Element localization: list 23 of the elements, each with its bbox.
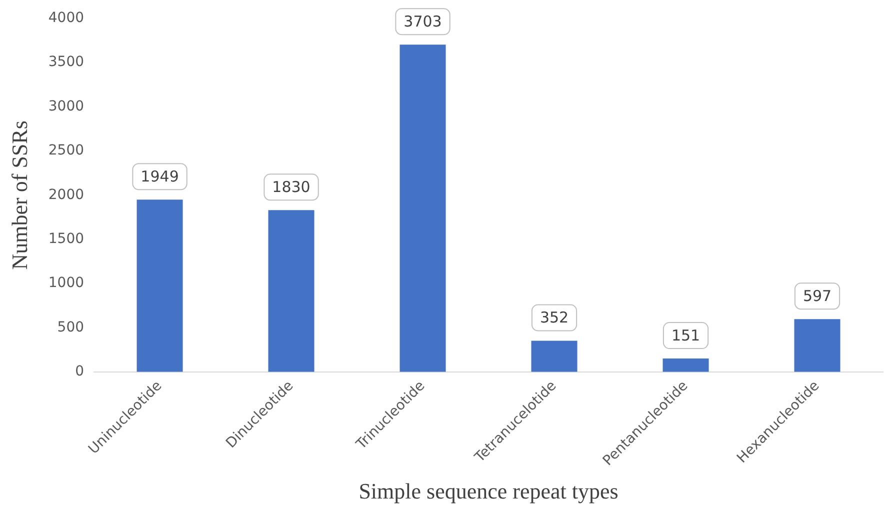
- x-axis-title: Simple sequence repeat types: [358, 478, 618, 504]
- y-tick-label: 1000: [48, 275, 84, 292]
- y-tick-label: 3000: [48, 98, 84, 114]
- y-tick-label: 0: [75, 364, 84, 380]
- y-tick-label: 4000: [48, 10, 84, 26]
- data-label: 3703: [404, 12, 442, 31]
- y-axis-title: Number of SSRs: [6, 120, 32, 270]
- bar: [400, 44, 446, 372]
- data-label: 597: [802, 287, 832, 306]
- y-tick-label: 2500: [48, 142, 84, 159]
- bar: [268, 210, 314, 372]
- data-label: 352: [540, 308, 569, 327]
- y-tick-label: 1500: [48, 230, 84, 247]
- data-label: 151: [671, 326, 700, 344]
- bar: [662, 358, 709, 372]
- y-tick-label: 3500: [48, 54, 84, 70]
- data-label: 1949: [140, 168, 179, 186]
- bar: [136, 200, 183, 372]
- data-label: 1830: [272, 178, 310, 196]
- y-tick-label: 500: [57, 319, 84, 336]
- y-tick-label: 2000: [48, 186, 84, 203]
- bar: [531, 340, 578, 372]
- bar: [794, 319, 840, 372]
